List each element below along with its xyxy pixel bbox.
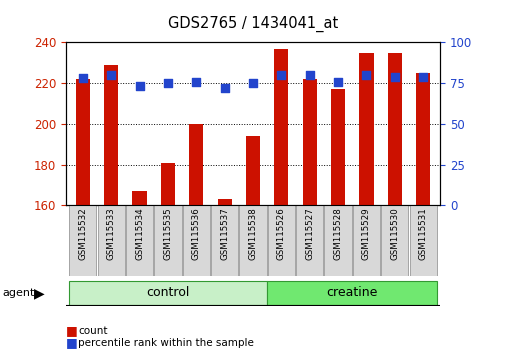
Text: GSM115526: GSM115526 xyxy=(276,207,285,260)
Point xyxy=(79,75,87,81)
Text: ▶: ▶ xyxy=(34,286,44,300)
Text: GSM115528: GSM115528 xyxy=(333,207,342,260)
Bar xyxy=(239,205,266,276)
Bar xyxy=(76,79,90,205)
Point xyxy=(418,74,426,80)
Point xyxy=(135,84,143,89)
Bar xyxy=(267,205,294,276)
Text: control: control xyxy=(146,286,189,299)
Text: ■: ■ xyxy=(66,325,77,337)
Text: GSM115531: GSM115531 xyxy=(418,207,427,260)
Bar xyxy=(380,205,408,276)
Bar xyxy=(330,89,344,205)
Bar xyxy=(352,205,379,276)
Text: ■: ■ xyxy=(66,336,77,349)
Text: GSM115534: GSM115534 xyxy=(135,207,144,260)
Point xyxy=(305,72,313,78)
Text: percentile rank within the sample: percentile rank within the sample xyxy=(78,338,254,348)
Point xyxy=(220,85,228,91)
Bar xyxy=(69,281,267,305)
Text: GDS2765 / 1434041_at: GDS2765 / 1434041_at xyxy=(168,16,337,32)
Bar xyxy=(104,65,118,205)
Bar xyxy=(154,205,181,276)
Bar xyxy=(302,79,316,205)
Bar xyxy=(245,136,260,205)
Text: GSM115538: GSM115538 xyxy=(248,207,257,260)
Bar xyxy=(359,53,373,205)
Bar xyxy=(97,205,125,276)
Bar xyxy=(415,73,429,205)
Bar xyxy=(132,191,146,205)
Bar xyxy=(182,205,210,276)
Text: count: count xyxy=(78,326,108,336)
Text: GSM115527: GSM115527 xyxy=(305,207,314,260)
Bar xyxy=(409,205,436,276)
Bar xyxy=(161,162,175,205)
Bar xyxy=(274,48,288,205)
Point xyxy=(164,80,172,86)
Point xyxy=(107,72,115,78)
Bar xyxy=(211,205,238,276)
Point xyxy=(333,79,341,84)
Bar xyxy=(387,53,401,205)
Point xyxy=(277,72,285,78)
Text: GSM115533: GSM115533 xyxy=(107,207,116,260)
Point xyxy=(248,80,257,86)
Bar xyxy=(217,199,231,205)
Bar xyxy=(267,281,436,305)
Text: GSM115535: GSM115535 xyxy=(163,207,172,260)
Text: GSM115529: GSM115529 xyxy=(361,207,370,260)
Bar xyxy=(189,124,203,205)
Text: creatine: creatine xyxy=(326,286,377,299)
Text: GSM115532: GSM115532 xyxy=(78,207,87,260)
Bar xyxy=(126,205,153,276)
Text: GSM115536: GSM115536 xyxy=(191,207,200,260)
Bar xyxy=(295,205,323,276)
Point xyxy=(390,74,398,80)
Text: GSM115537: GSM115537 xyxy=(220,207,229,260)
Point xyxy=(192,79,200,84)
Text: agent: agent xyxy=(3,288,35,298)
Bar xyxy=(324,205,351,276)
Text: GSM115530: GSM115530 xyxy=(389,207,398,260)
Bar xyxy=(69,205,96,276)
Point xyxy=(362,72,370,78)
